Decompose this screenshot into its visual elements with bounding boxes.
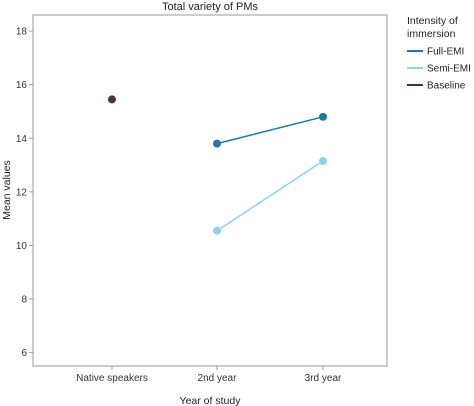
y-tick-label: 16 [16, 80, 28, 91]
y-axis: 6 8 10 12 14 16 18 [16, 27, 33, 359]
legend-label: Semi-EMI [427, 64, 471, 75]
y-axis-title: Mean values [1, 160, 13, 220]
series-layer [108, 95, 327, 235]
x-tick-label: Native speakers [76, 373, 148, 384]
legend-title-line-1: Intensity of [407, 15, 458, 27]
chart-title: Total variety of PMs [162, 1, 258, 13]
data-point [213, 226, 221, 235]
data-point [319, 112, 327, 121]
legend: Intensity of immersion Full-EMI Semi-EMI B… [407, 15, 471, 92]
data-point [319, 157, 327, 166]
legend-label: Full-EMI [427, 47, 464, 58]
data-point [108, 95, 116, 104]
plot-frame [32, 14, 388, 367]
y-tick-label: 12 [16, 187, 28, 198]
y-tick-label: 10 [16, 241, 28, 252]
series-line [216, 116, 324, 145]
x-axis-title: Year of study [180, 395, 242, 406]
y-tick-label: 18 [16, 27, 28, 38]
y-tick-label: 14 [16, 134, 28, 145]
y-tick-label: 6 [21, 348, 27, 359]
legend-title-line-2: immersion [407, 28, 456, 40]
y-tick-label: 8 [21, 295, 27, 306]
legend-label: Baseline [427, 81, 466, 92]
x-tick-label: 3rd year [305, 373, 342, 384]
x-axis: Native speakers 2nd year 3rd year [76, 366, 342, 384]
x-tick-label: 2nd year [198, 373, 238, 384]
series-line [216, 160, 324, 232]
data-point [213, 139, 221, 148]
